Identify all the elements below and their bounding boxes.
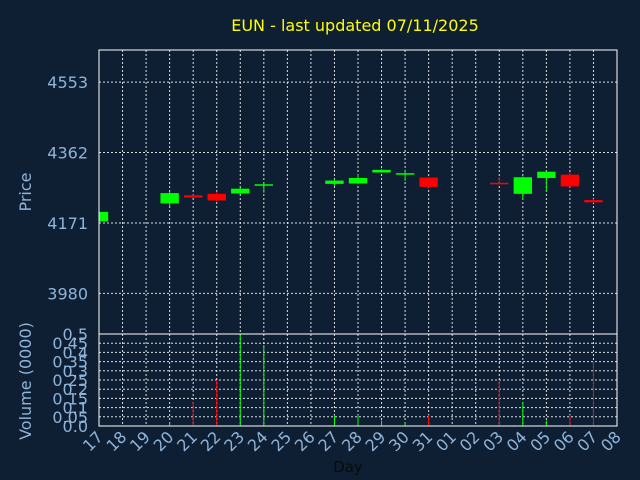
volume-tick-label: 0.0 — [63, 417, 88, 436]
price-tick-label: 4362 — [47, 144, 88, 163]
price-tick-label: 4171 — [47, 214, 88, 233]
candle-body — [537, 171, 556, 178]
volume-tick-label: 0.45 — [52, 334, 88, 353]
candlestick — [395, 169, 415, 181]
candle-body — [513, 177, 533, 194]
candlestick — [537, 170, 556, 192]
candlestick — [490, 177, 509, 185]
volume-tick-label: 0.35 — [52, 353, 88, 372]
price-panel: 3980 4171 4362 4553 — [47, 49, 618, 335]
volume-tick-label: 0.25 — [52, 371, 88, 390]
candlestick — [183, 194, 203, 198]
candle-body — [372, 169, 391, 173]
candlestick — [348, 174, 368, 185]
candle-body — [231, 188, 250, 194]
volume-tick-label: 0.1 — [63, 399, 88, 418]
volume-panel: 0.00.050.10.150.20.250.30.350.40.450.517… — [52, 325, 624, 455]
volume-tick-label: 0.4 — [63, 343, 88, 362]
volume-tick-label: 0.5 — [63, 325, 88, 344]
candlestick — [325, 179, 344, 187]
candle-body — [325, 180, 344, 184]
candle-body — [160, 193, 179, 204]
price-tick-label: 3980 — [47, 284, 88, 303]
candlestick — [419, 176, 438, 189]
candle-body — [560, 174, 580, 187]
candle-body — [584, 200, 603, 203]
volume-tick-label: 0.3 — [63, 362, 88, 381]
chart-title: EUN - last updated 07/11/2025 — [231, 16, 479, 35]
candle-body — [207, 193, 226, 201]
candle-body — [99, 211, 109, 222]
price-axis-label: Price — [16, 172, 35, 211]
price-tick-label: 4553 — [47, 73, 88, 92]
candle-body — [419, 177, 438, 187]
candlestick — [98, 211, 109, 222]
candle-body — [254, 184, 274, 186]
x-axis-label: Day — [333, 458, 363, 476]
candlestick — [584, 199, 603, 204]
x-tick-label: 08 — [597, 427, 625, 455]
candle-body — [183, 195, 203, 198]
volume-axis-label: Volume (0000) — [16, 322, 35, 440]
candlestick — [207, 191, 226, 202]
candle-body — [395, 173, 415, 175]
volume-plot-frame — [98, 333, 618, 427]
candle-body — [348, 177, 368, 184]
candlestick — [560, 172, 580, 188]
candlestick — [254, 182, 274, 193]
candlestick — [513, 176, 533, 200]
candle-body — [490, 182, 509, 185]
candlestick — [160, 191, 179, 207]
candlestick — [372, 169, 391, 173]
candlestick — [231, 187, 250, 195]
volume-tick-label: 0.2 — [63, 380, 88, 399]
volume-tick-label: 0.05 — [52, 408, 88, 427]
volume-tick-label: 0.15 — [52, 389, 88, 408]
